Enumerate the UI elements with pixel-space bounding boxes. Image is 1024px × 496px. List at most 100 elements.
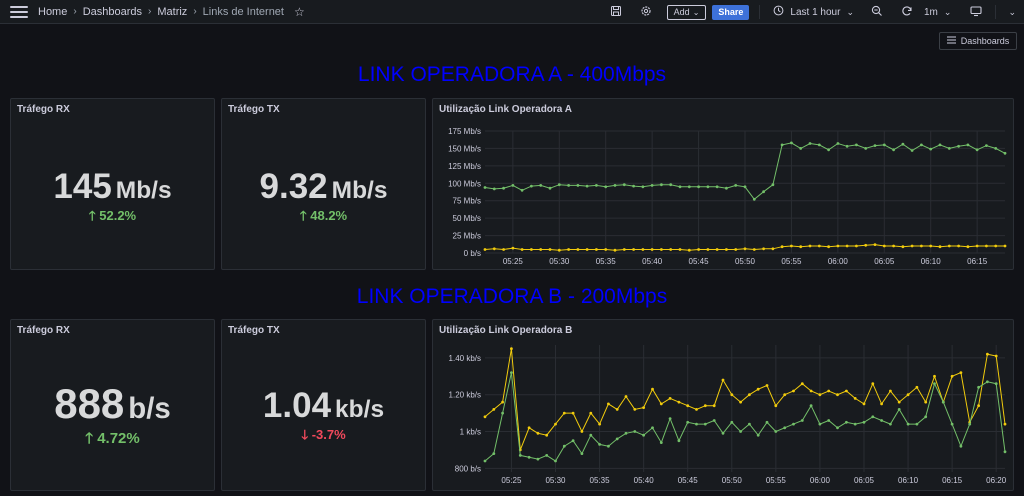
chevron-down-icon[interactable]: ⌄ <box>846 6 854 17</box>
data-point <box>545 433 549 437</box>
x-tick-label: 05:55 <box>766 476 787 485</box>
add-button[interactable]: Add ⌄ <box>666 4 707 20</box>
data-point <box>536 431 540 435</box>
data-point <box>975 148 979 152</box>
stat-number: 1.04 <box>262 386 332 425</box>
stat-unit: Mb/s <box>115 177 172 204</box>
data-point <box>510 347 513 351</box>
data-point <box>783 426 787 430</box>
data-point <box>615 437 619 441</box>
data-point <box>686 420 690 424</box>
data-point <box>530 248 533 251</box>
data-point <box>641 248 645 251</box>
share-button[interactable]: Share <box>712 4 750 20</box>
data-point <box>730 420 734 424</box>
stat-panel-tx-a[interactable]: Tráfego TX 9.32 Mb/s 🡑 48.2% <box>221 98 426 270</box>
data-point <box>598 443 601 446</box>
data-point <box>527 426 531 430</box>
clock-icon[interactable] <box>773 5 784 19</box>
data-point <box>539 184 543 187</box>
data-point <box>752 197 756 201</box>
data-point <box>734 248 738 251</box>
stat-panel-rx-b[interactable]: Tráfego RX 888 b/s 🡑 4.72% <box>10 319 215 491</box>
panel-title: Tráfego RX <box>17 325 70 336</box>
tv-mode-icon[interactable] <box>970 5 983 20</box>
data-point <box>633 408 637 411</box>
data-point <box>660 183 663 187</box>
chevron-right-icon: › <box>193 6 197 17</box>
data-point <box>774 404 778 408</box>
data-point <box>882 143 886 147</box>
stat-delta: 🡑 52.2% <box>11 207 214 229</box>
data-point <box>483 415 487 419</box>
data-point <box>892 244 895 248</box>
x-tick-label: 05:40 <box>634 476 655 485</box>
data-point <box>915 385 919 389</box>
data-point <box>660 248 663 251</box>
panel-title: Tráfego TX <box>228 325 280 336</box>
data-point <box>492 452 496 455</box>
data-point <box>530 184 533 188</box>
data-point <box>906 393 910 397</box>
breadcrumb-dashboards[interactable]: Dashboards <box>82 5 143 18</box>
data-point <box>938 245 942 249</box>
data-point <box>668 417 672 420</box>
breadcrumb-folder[interactable]: Matriz <box>157 5 188 18</box>
data-point <box>855 244 858 248</box>
data-point <box>511 184 515 187</box>
data-point <box>845 244 849 248</box>
stat-value: 145 Mb/s <box>11 167 214 207</box>
save-icon[interactable] <box>610 5 622 20</box>
x-tick-label: 06:15 <box>942 476 963 485</box>
data-point <box>567 248 570 251</box>
data-point <box>562 411 566 415</box>
data-point <box>966 245 970 249</box>
data-point <box>780 143 784 147</box>
data-point <box>924 400 928 404</box>
data-point <box>808 142 812 145</box>
row-title-operadora-b: LINK OPERADORA B - 200Mbps <box>356 285 668 308</box>
y-tick-label: 1.40 kb/s <box>449 354 481 363</box>
refresh-icon[interactable] <box>901 5 913 20</box>
data-point <box>697 185 700 189</box>
data-point <box>715 248 719 251</box>
chart-canvas[interactable]: 175 Mb/s 150 Mb/s 125 Mb/s 100 Mb/s 75 Mb/s 5… <box>433 99 1013 269</box>
x-tick-label: 05:30 <box>545 476 566 485</box>
data-point <box>706 248 710 251</box>
x-tick-label: 06:20 <box>986 476 1007 485</box>
data-point <box>933 382 936 386</box>
stat-panel-tx-b[interactable]: Tráfego TX 1.04 kb/s 🡓 -3.7% <box>221 319 426 491</box>
data-point <box>678 248 682 251</box>
data-point <box>520 248 524 251</box>
data-point <box>845 144 849 148</box>
y-tick-label: 800 b/s <box>455 464 481 473</box>
chevron-down-icon[interactable]: ⌄ <box>1008 6 1016 17</box>
time-range-picker[interactable]: Last 1 hour <box>790 6 841 18</box>
breadcrumb-home[interactable]: Home <box>38 5 68 18</box>
data-point <box>712 419 716 422</box>
data-point <box>790 141 793 145</box>
data-point <box>536 457 540 461</box>
refresh-interval-picker[interactable]: 1m <box>924 6 938 18</box>
data-point <box>580 430 584 433</box>
zoom-out-icon[interactable] <box>871 5 883 20</box>
chart-canvas[interactable]: 1.40 kb/s 1.20 kb/s 1 kb/s 800 b/s 05:25 05:3… <box>433 320 1013 490</box>
data-point <box>880 419 883 422</box>
chevron-down-icon[interactable]: ⌄ <box>943 6 952 17</box>
star-icon[interactable]: ☆ <box>294 4 305 19</box>
data-point <box>855 143 858 147</box>
data-point <box>809 404 813 408</box>
dashboards-list-button[interactable]: Dashboards <box>939 32 1017 50</box>
data-point <box>845 389 848 393</box>
gear-icon[interactable] <box>640 5 652 20</box>
menu-icon[interactable] <box>10 5 28 18</box>
timeseries-panel-b[interactable]: Utilização Link Operadora B 1.40 kb/s 1.2… <box>432 319 1014 491</box>
data-point <box>642 433 645 437</box>
x-tick-label: 05:55 <box>781 257 802 266</box>
data-point <box>950 422 954 426</box>
data-point <box>743 185 747 189</box>
data-point <box>721 378 725 382</box>
data-point <box>836 426 839 430</box>
timeseries-panel-a[interactable]: Utilização Link Operadora A 175 Mb/s 150 … <box>432 98 1014 270</box>
stat-panel-rx-a[interactable]: Tráfego RX 145 Mb/s 🡑 52.2% <box>10 98 215 270</box>
